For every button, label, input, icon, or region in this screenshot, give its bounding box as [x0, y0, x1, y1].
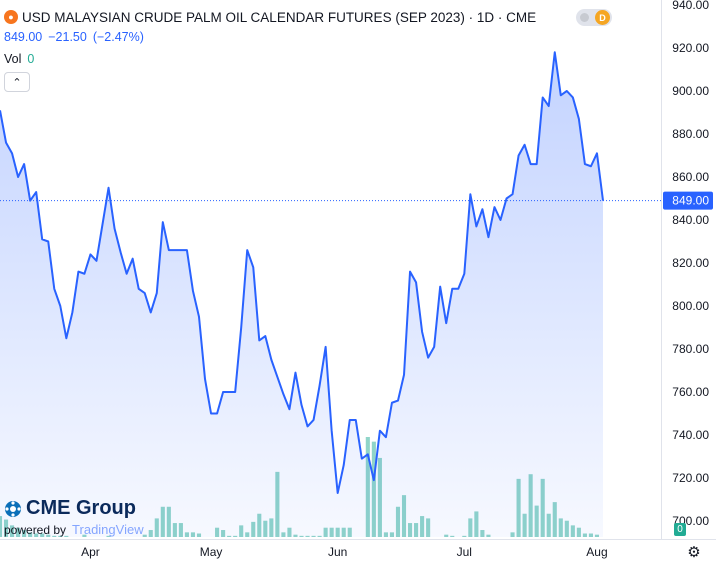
cme-globe-icon: [5, 500, 21, 517]
price-tick-label: 860.00: [672, 170, 709, 184]
toggle-knob: D: [595, 10, 610, 25]
chevron-up-icon: ⌃: [12, 76, 22, 89]
brand-name: CME Group: [26, 497, 136, 519]
last-price: 849.00: [4, 30, 43, 44]
volume-label: Vol: [4, 52, 22, 66]
powered-by-row: powered by TradingView: [4, 522, 144, 537]
brand-name-row: CME Group: [4, 497, 144, 520]
price-tick-label: 820.00: [672, 256, 709, 270]
price-tick-label: 840.00: [672, 213, 709, 227]
session-toggle[interactable]: D: [576, 9, 612, 26]
price-tick-label: 740.00: [672, 428, 709, 442]
symbol-title[interactable]: USD MALAYSIAN CRUDE PALM OIL CALENDAR FU…: [22, 9, 537, 25]
price-tick-label: 780.00: [672, 342, 709, 356]
legend: ● USD MALAYSIAN CRUDE PALM OIL CALENDAR …: [4, 6, 536, 92]
volume-axis-label: 0: [674, 523, 686, 536]
legend-volume-row: Vol 0: [4, 48, 536, 70]
flame-icon: ●: [4, 10, 18, 24]
gear-icon[interactable]: ⚙: [687, 544, 701, 561]
volume-value: 0: [27, 52, 35, 66]
price-tick-label: 760.00: [672, 385, 709, 399]
price-change: −21.50: [48, 30, 87, 44]
legend-title-row[interactable]: ● USD MALAYSIAN CRUDE PALM OIL CALENDAR …: [4, 6, 536, 28]
legend-price-row: 849.00 −21.50 (−2.47%): [4, 28, 536, 46]
time-tick-label: Jul: [457, 545, 472, 559]
time-tick-label: Aug: [586, 545, 607, 559]
price-change-pct: (−2.47%): [92, 30, 144, 44]
price-series-line: [0, 51, 604, 495]
price-tick-label: 920.00: [672, 41, 709, 55]
price-tick-label: 900.00: [672, 84, 709, 98]
time-axis[interactable]: Apr May Jun Jul Aug: [0, 539, 716, 560]
price-tick-label: 880.00: [672, 127, 709, 141]
time-tick-label: Jun: [328, 545, 347, 559]
brand-watermark: CME Group powered by TradingView: [4, 497, 144, 537]
toggle-off-dot: [580, 13, 589, 22]
current-price-label: 849.00: [672, 194, 709, 208]
platform-name: TradingView: [72, 522, 144, 537]
area-fill: [0, 52, 603, 538]
powered-by-text: powered by: [4, 522, 67, 537]
collapse-legend-button[interactable]: ⌃: [4, 72, 30, 92]
time-tick-label: May: [200, 545, 223, 559]
price-area: [0, 51, 604, 538]
price-axis[interactable]: 700.00720.00740.00760.00780.00800.00820.…: [661, 0, 714, 539]
time-tick-label: Apr: [81, 545, 100, 559]
price-tick-label: 800.00: [672, 299, 709, 313]
current-price-badge: [663, 191, 713, 210]
price-tick-label: 720.00: [672, 471, 709, 485]
price-tick-label: 940.00: [672, 0, 709, 12]
